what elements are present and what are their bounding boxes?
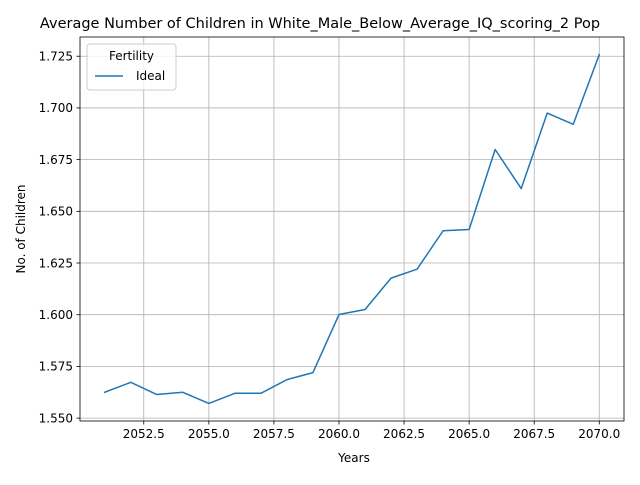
legend: Fertility Ideal	[87, 44, 176, 90]
y-axis-label: No. of Children	[14, 184, 28, 273]
chart-title: Average Number of Children in White_Male…	[40, 16, 600, 32]
x-tick-label: 2057.5	[253, 427, 295, 441]
x-tick-label: 2060.0	[318, 427, 360, 441]
y-tick-label: 1.700	[39, 101, 73, 115]
x-axis-label: Years	[337, 451, 370, 465]
x-tick-label: 2065.0	[448, 427, 490, 441]
y-tick-label: 1.725	[39, 50, 73, 64]
x-tick-label: 2062.5	[383, 427, 425, 441]
x-tick-label: 2052.5	[123, 427, 165, 441]
y-tick-label: 1.600	[39, 308, 73, 322]
y-tick-label: 1.675	[39, 153, 73, 167]
y-tick-label: 1.575	[39, 360, 73, 374]
legend-label-ideal: Ideal	[136, 69, 165, 83]
x-tick-label: 2070.0	[578, 427, 620, 441]
y-tick-label: 1.625	[39, 256, 73, 270]
x-tick-label: 2067.5	[513, 427, 555, 441]
x-tick-label: 2055.0	[188, 427, 230, 441]
y-tick-label: 1.550	[39, 411, 73, 425]
legend-title: Fertility	[109, 49, 154, 63]
y-tick-label: 1.650	[39, 205, 73, 219]
